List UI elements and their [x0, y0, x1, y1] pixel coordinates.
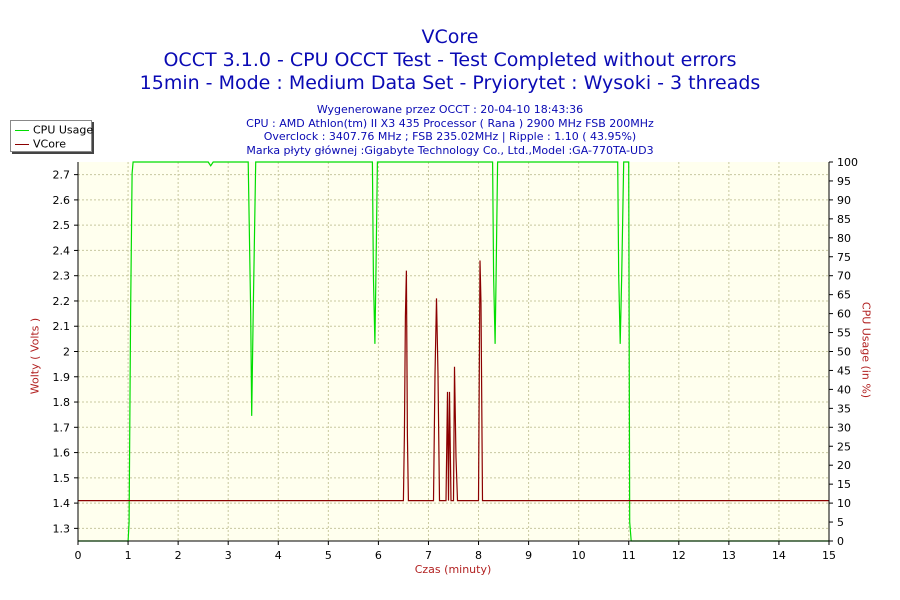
y-right-tick-label: 20 [837, 459, 851, 472]
y-right-tick-label: 85 [837, 213, 851, 226]
y-right-tick-label: 90 [837, 194, 851, 207]
x-tick-label: 1 [125, 549, 132, 562]
y-right-tick-label: 65 [837, 289, 851, 302]
y-left-tick-label: 1.6 [53, 447, 71, 460]
y-left-tick-label: 2.2 [53, 295, 71, 308]
system-info: Wygenerowane przez OCCT : 20-04-10 18:43… [0, 103, 900, 157]
legend-item-vcore: VCore [15, 137, 66, 151]
y-right-tick-label: 15 [837, 478, 851, 491]
y-right-tick-label: 80 [837, 232, 851, 245]
y-right-tick-label: 10 [837, 497, 851, 510]
y-left-tick-label: 1.8 [53, 396, 71, 409]
y-right-tick-label: 95 [837, 175, 851, 188]
y-right-tick-label: 60 [837, 308, 851, 321]
x-tick-label: 5 [325, 549, 332, 562]
y-left-tick-label: 1.4 [53, 497, 71, 510]
x-tick-label: 3 [225, 549, 232, 562]
y-right-tick-label: 25 [837, 440, 851, 453]
y-left-tick-label: 1.3 [53, 522, 71, 535]
grid-lines [78, 162, 829, 541]
x-tick-label: 0 [75, 549, 82, 562]
legend-item-cpu-usage: CPU Usage [15, 123, 94, 137]
y-left-tick-label: 2.4 [53, 244, 71, 257]
info-motherboard: Marka płyty głównej :Gigabyte Technology… [246, 143, 654, 157]
x-axis-label: Czas (minuty) [414, 563, 492, 576]
series-layer [78, 161, 829, 542]
x-tick-label: 10 [572, 549, 586, 562]
x-tick-label: 4 [275, 549, 282, 562]
legend-swatch-vcore [15, 143, 29, 145]
info-overclock: Overclock : 3407.76 MHz ; FSB 235.02MHz … [263, 130, 637, 143]
y-right-tick-label: 35 [837, 402, 851, 415]
chart-subtitle-test: OCCT 3.1.0 - CPU OCCT Test - Test Comple… [163, 49, 737, 71]
legend-label-vcore: VCore [33, 137, 66, 151]
x-tick-label: 9 [525, 549, 532, 562]
series-line-vcore [78, 260, 829, 502]
y-left-tick-label: 2.3 [53, 270, 71, 283]
x-tick-label: 12 [672, 549, 686, 562]
y-right-tick-label: 0 [837, 535, 844, 548]
chart-title: VCore [421, 26, 479, 48]
x-tick-label: 15 [822, 549, 836, 562]
x-tick-label: 8 [475, 549, 482, 562]
y-right-axis-ticks: 0 5 10 15 20 25 30 35 40 45 50 55 60 65 70 75 80 85 90 95 10… [829, 156, 858, 548]
x-tick-label: 2 [175, 549, 182, 562]
series-line-cpu-usage [78, 161, 829, 542]
legend-label-cpu-usage: CPU Usage [33, 123, 94, 137]
y-axis-left-label: Wolty ( Volts ) [28, 317, 42, 395]
x-tick-label: 13 [722, 549, 736, 562]
y-right-tick-label: 30 [837, 421, 851, 434]
x-tick-label: 11 [622, 549, 636, 562]
x-axis-ticks: 0 1 2 3 4 5 6 7 8 9 10 11 12 13 14 15 [75, 541, 836, 562]
y-left-tick-label: 1.5 [53, 472, 71, 485]
y-right-tick-label: 45 [837, 364, 851, 377]
y-left-tick-label: 2 [63, 346, 70, 359]
y-right-tick-label: 75 [837, 251, 851, 264]
y-right-tick-label: 70 [837, 270, 851, 283]
chart-subtitle-mode: 15min - Mode : Medium Data Set - Pryiory… [139, 72, 761, 94]
info-generated: Wygenerowane przez OCCT : 20-04-10 18:43… [316, 103, 584, 116]
x-tick-label: 14 [772, 549, 786, 562]
x-tick-label: 6 [375, 549, 382, 562]
y-axis-right-label: CPU Usage (in %) [859, 301, 873, 399]
chart-titles: VCore OCCT 3.1.0 - CPU OCCT Test - Test … [0, 26, 900, 95]
y-right-tick-label: 100 [837, 156, 858, 169]
y-left-tick-label: 1.9 [53, 371, 71, 384]
y-right-tick-label: 40 [837, 383, 851, 396]
info-cpu: CPU : AMD Athlon(tm) II X3 435 Processor… [246, 116, 654, 130]
y-left-tick-label: 2.1 [53, 320, 71, 333]
y-left-tick-label: 2.5 [53, 219, 71, 232]
y-left-tick-label: 2.7 [53, 169, 71, 182]
x-tick-label: 7 [425, 549, 432, 562]
y-right-tick-label: 55 [837, 327, 851, 340]
chart-legend: CPU Usage VCore [10, 120, 94, 152]
legend-swatch-cpu-usage [15, 129, 29, 131]
y-left-axis-ticks: 1.3 1.4 1.5 1.6 1.7 1.8 1.9 2 2.1 2.2 2.3 2.4 2.5 2.6… [53, 169, 78, 535]
y-right-tick-label: 50 [837, 346, 851, 359]
y-left-tick-label: 2.6 [53, 194, 71, 207]
y-left-tick-label: 1.7 [53, 421, 71, 434]
y-right-tick-label: 5 [837, 516, 844, 529]
